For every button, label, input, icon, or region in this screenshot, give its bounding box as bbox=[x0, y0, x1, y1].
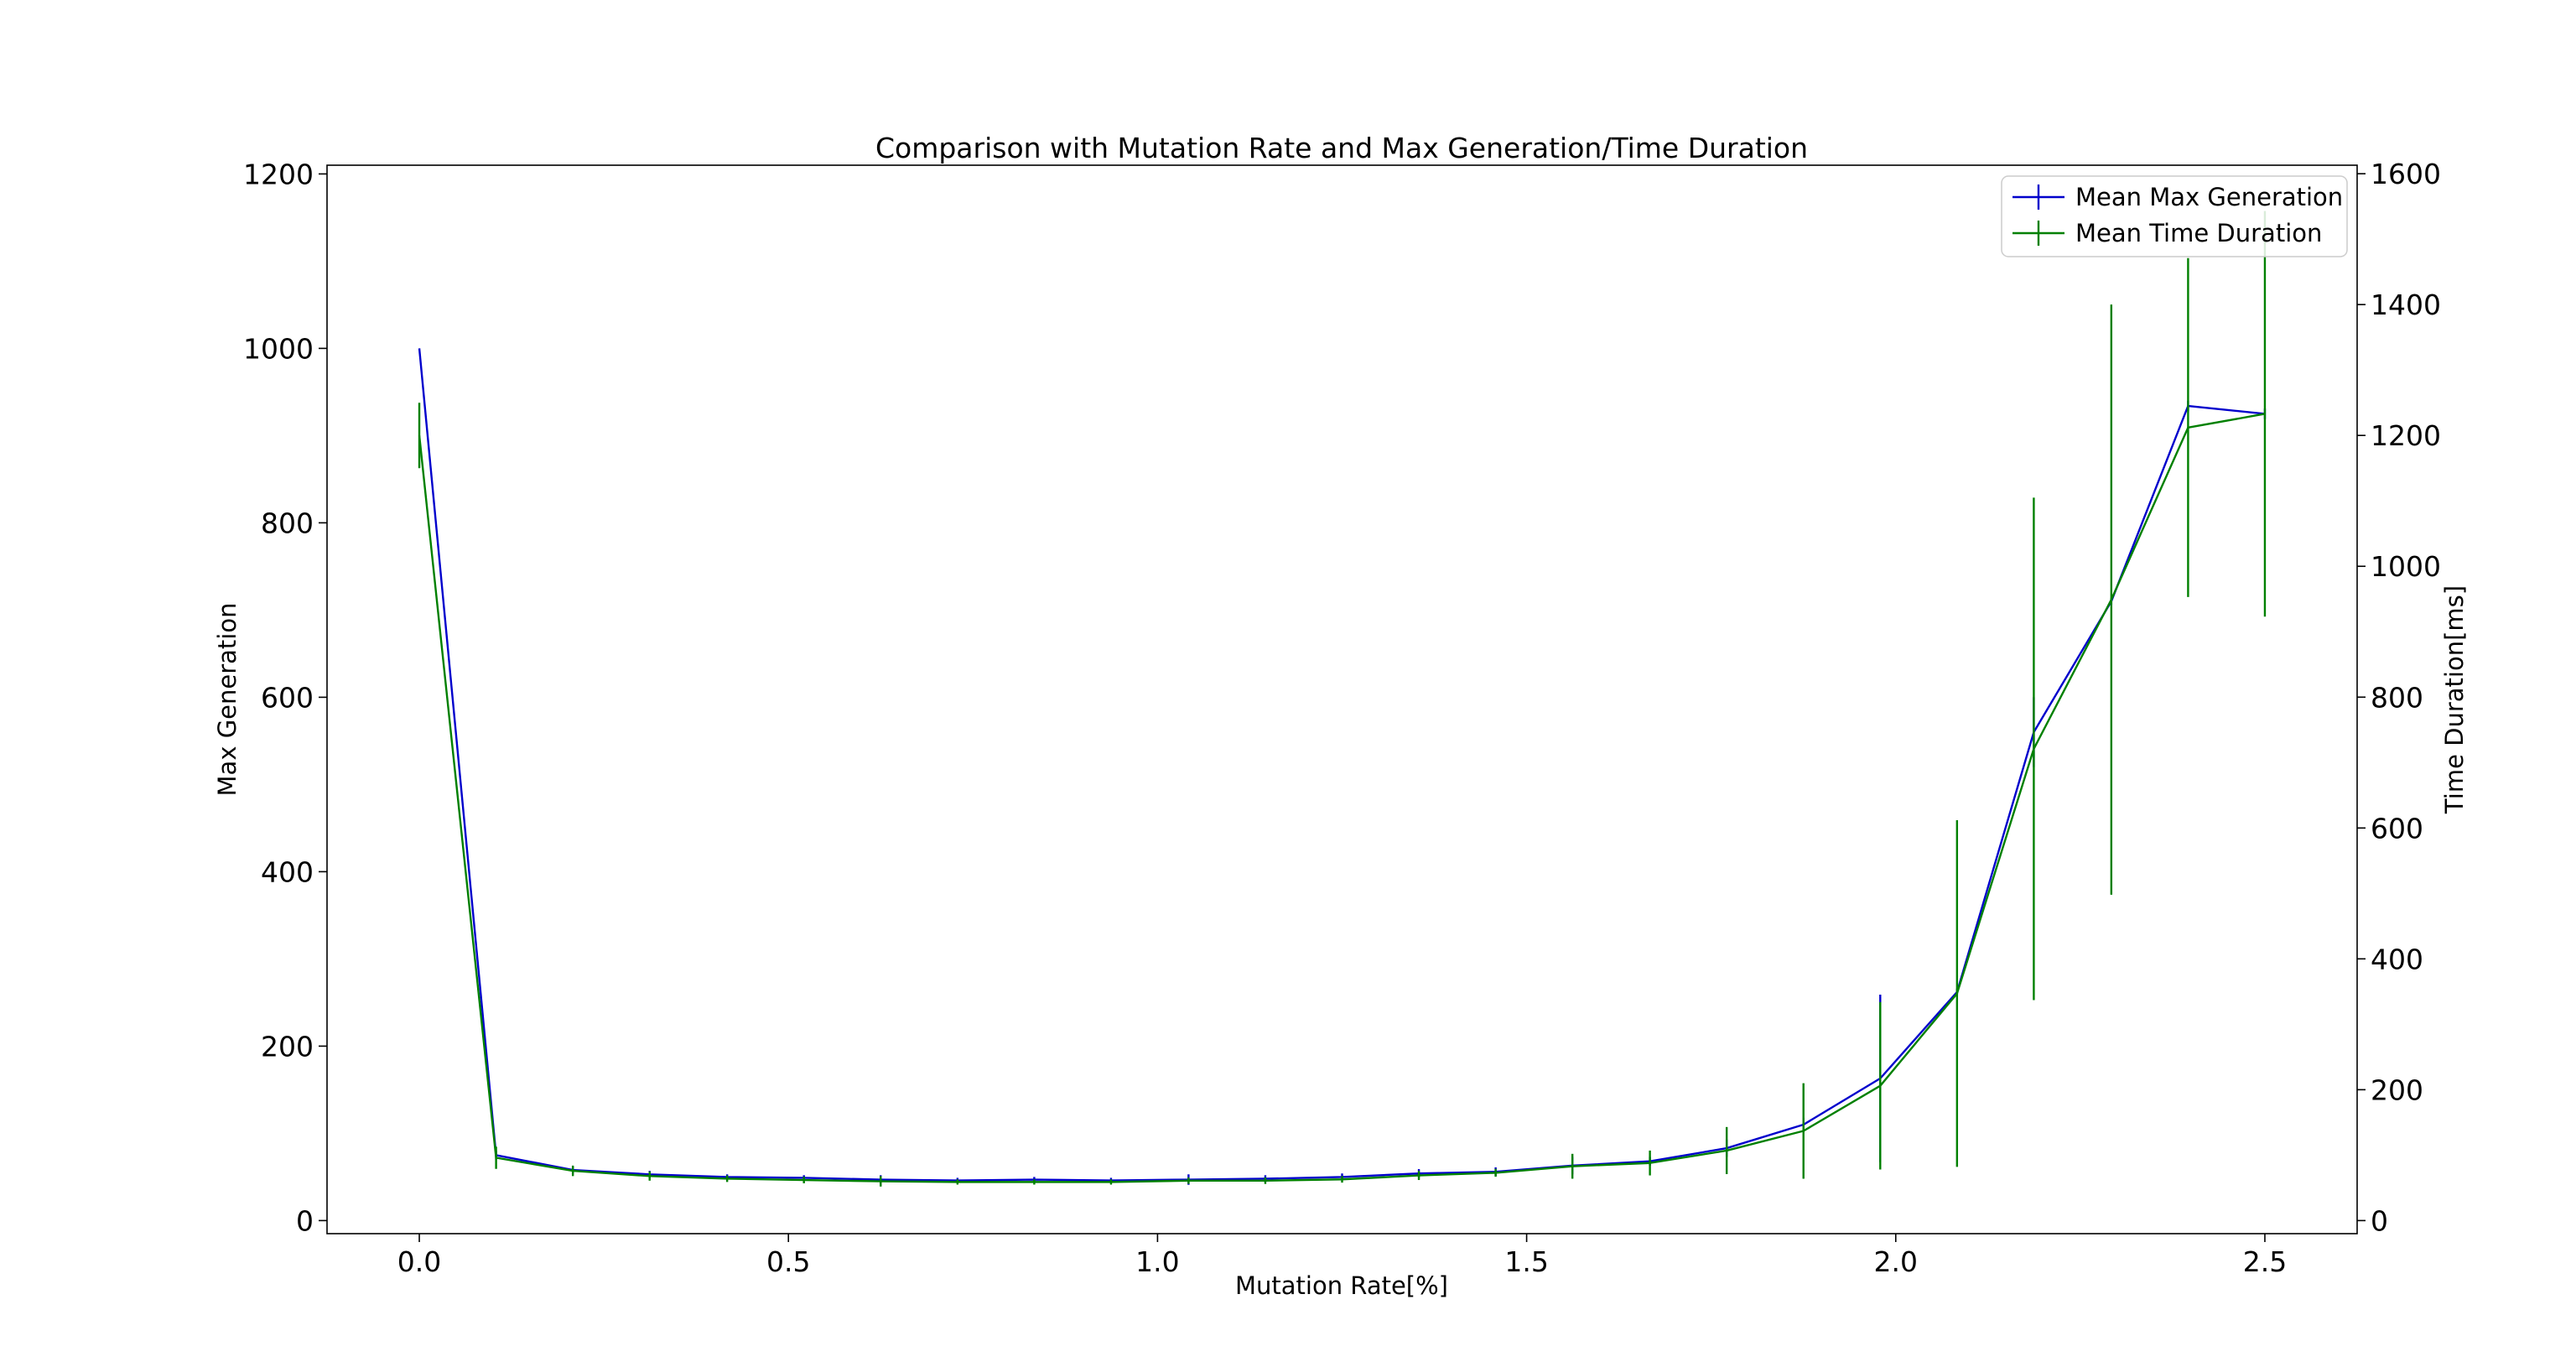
y-axis-right: 0 200 400 600 800 1000 1200 1400 1600 bbox=[2357, 158, 2441, 1237]
x-axis-label: Mutation Rate[%] bbox=[1235, 1271, 1448, 1300]
legend-box bbox=[2001, 175, 2348, 257]
legend: Mean Max Generation Mean Time Duration bbox=[2001, 175, 2348, 257]
y2-axis-label: Time Duration[ms] bbox=[2440, 585, 2469, 814]
y-tick-label: 800 bbox=[261, 507, 314, 539]
plot-marks bbox=[418, 211, 2267, 1187]
y2-tick-label: 200 bbox=[2371, 1073, 2423, 1106]
y2-tick-label: 1200 bbox=[2371, 419, 2441, 452]
y2-tick-label: 600 bbox=[2371, 812, 2423, 845]
x-tick-label: 0.5 bbox=[766, 1245, 810, 1278]
x-tick-label: 2.5 bbox=[2243, 1245, 2287, 1278]
x-tick-label: 0.0 bbox=[397, 1245, 441, 1278]
y-tick-label: 200 bbox=[261, 1030, 314, 1063]
y-tick-label: 1000 bbox=[243, 332, 314, 365]
y-tick-label: 1200 bbox=[243, 158, 314, 190]
y2-tick-label: 1600 bbox=[2371, 158, 2441, 190]
y2-tick-label: 800 bbox=[2371, 681, 2423, 714]
y-axis-left: 0 200 400 600 800 1000 1200 bbox=[243, 158, 327, 1237]
y2-tick-label: 0 bbox=[2371, 1204, 2388, 1237]
chart-title: Comparison with Mutation Rate and Max Ge… bbox=[875, 132, 1808, 164]
x-tick-label: 1.0 bbox=[1135, 1245, 1179, 1278]
legend-label-time-duration: Mean Time Duration bbox=[2075, 219, 2322, 247]
plot-frame bbox=[326, 164, 2358, 1234]
y2-tick-label: 1000 bbox=[2371, 550, 2441, 583]
y-axis-label: Max Generation bbox=[213, 603, 242, 797]
y-tick-label: 400 bbox=[261, 855, 314, 888]
legend-label-max-generation: Mean Max Generation bbox=[2075, 183, 2343, 211]
y-tick-label: 0 bbox=[296, 1204, 314, 1237]
x-axis: 0.0 0.5 1.0 1.5 2.0 2.5 bbox=[397, 1234, 2287, 1278]
x-tick-label: 2.0 bbox=[1874, 1245, 1918, 1278]
y-tick-label: 600 bbox=[261, 681, 314, 714]
y2-tick-label: 1400 bbox=[2371, 288, 2441, 321]
y2-tick-label: 400 bbox=[2371, 943, 2423, 975]
x-tick-label: 1.5 bbox=[1504, 1245, 1548, 1278]
